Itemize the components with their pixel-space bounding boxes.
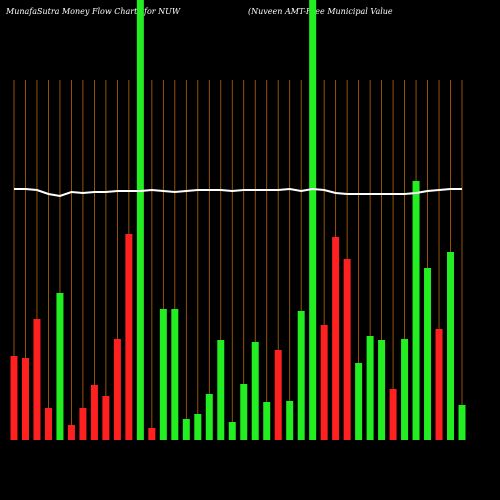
bar: [389, 389, 397, 440]
bar: [320, 325, 328, 440]
bar: [148, 428, 156, 440]
bar: [240, 384, 248, 440]
bar: [447, 252, 455, 440]
bar: [435, 329, 443, 440]
bar: [21, 358, 29, 440]
bar: [159, 309, 167, 440]
money-flow-line: [14, 187, 462, 198]
bar: [33, 319, 41, 440]
bar: [171, 309, 179, 440]
bar: [401, 339, 409, 440]
bar: [10, 356, 18, 440]
bar: [412, 181, 420, 440]
bar: [44, 408, 52, 440]
bar: [125, 234, 133, 440]
bar: [182, 419, 190, 440]
bar: [90, 385, 98, 440]
bar: [205, 394, 213, 440]
bar: [274, 350, 282, 440]
bar: [355, 363, 363, 440]
bar: [297, 311, 305, 440]
bar: [424, 268, 432, 440]
chart-title: MunafaSutra Money Flow Charts for NUW: [5, 7, 181, 16]
bar: [79, 408, 87, 440]
bar: [343, 259, 351, 440]
bar: [136, 0, 144, 440]
bar: [332, 237, 340, 440]
bar: [378, 340, 386, 440]
bar: [67, 425, 75, 440]
bar: [56, 293, 64, 440]
bar: [194, 414, 202, 440]
bar: [263, 402, 271, 440]
bar: [228, 422, 236, 440]
bar: [286, 401, 294, 440]
bar: [102, 396, 110, 440]
bar: [251, 342, 259, 440]
bar: [217, 340, 225, 440]
chart-subtitle: (Nuveen AMT-Free Municipal Value: [248, 7, 393, 16]
bar: [113, 339, 121, 440]
bar: [458, 405, 466, 440]
bar: [309, 0, 317, 440]
bar: [366, 336, 374, 440]
